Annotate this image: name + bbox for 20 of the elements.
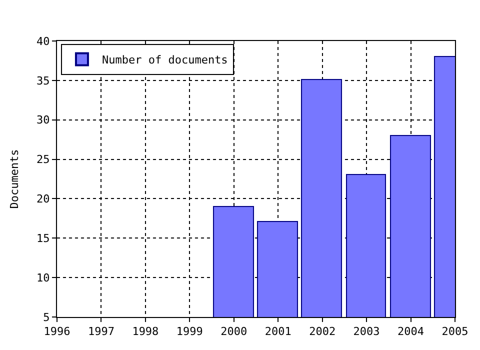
x-tick-label: 2004	[398, 325, 424, 338]
y-tick-label: 15	[36, 232, 50, 245]
x-tick-label: 1996	[44, 325, 70, 338]
y-tick-label: 30	[36, 114, 50, 127]
y-tick-label: 10	[36, 271, 50, 284]
y-tick-label: 5	[43, 310, 50, 324]
y-tick-label: 20	[36, 192, 50, 206]
x-tick-label: 1997	[88, 325, 114, 338]
x-tick-label: 1999	[176, 325, 203, 338]
y-tick-label: 40	[36, 34, 50, 48]
x-tick-label: 2000	[220, 325, 248, 338]
y-axis-title: Documents	[8, 149, 22, 209]
y-tick-label: 25	[36, 153, 50, 166]
x-tick-label: 2005	[442, 325, 468, 338]
x-tick-label: 1998	[132, 325, 159, 338]
legend-label: Number of documents	[102, 54, 228, 67]
x-tick-label: 2003	[353, 325, 380, 338]
x-tick-label: 2001	[264, 325, 292, 338]
x-tick-label: 2002	[309, 325, 336, 338]
y-tick-label: 35	[36, 74, 50, 88]
